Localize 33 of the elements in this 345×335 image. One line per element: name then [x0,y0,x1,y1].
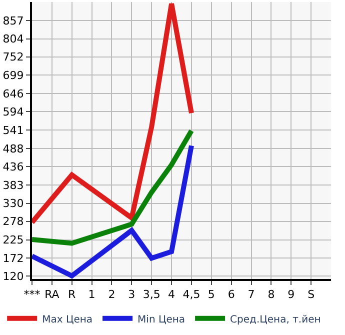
legend-label: Max Цена [42,314,93,326]
y-tick-label: 120 [2,270,24,284]
x-tick-label: *** [24,288,41,302]
x-tick-label: S [308,288,315,302]
x-tick-label: 3,5 [142,288,160,302]
x-tick-label: R [68,288,76,302]
y-tick-label: 804 [2,32,24,46]
x-tick-label: 4,5 [182,288,200,302]
x-tick-label: 5 [208,288,215,302]
legend-label: Min Цена [138,314,186,326]
x-tick-label: 9 [288,288,295,302]
y-tick-label: 383 [2,178,24,192]
x-tick-label: 4 [168,288,176,302]
y-tick-label: 541 [2,124,24,137]
y-tick-label: 646 [2,87,24,100]
y-tick-label: 857 [2,14,24,28]
x-tick-label: RA [44,288,60,302]
y-tick-label: 699 [2,69,24,82]
x-tick-label: 2 [108,288,116,302]
y-tick-label: 594 [2,106,24,119]
y-tick-label: 225 [2,234,24,247]
y-tick-label: 488 [2,142,24,156]
x-tick-label: 1 [88,288,96,302]
y-tick-label: 752 [2,50,24,64]
legend-label: Сред.Цена, т.йен [230,314,321,326]
x-tick-label: 6 [228,288,235,302]
x-tick-label: 8 [268,288,275,302]
y-tick-label: 278 [2,215,24,228]
x-tick-label: 7 [248,288,255,302]
y-tick-label: 330 [2,197,24,210]
y-tick-label: 172 [2,252,24,266]
y-tick-label: 436 [2,160,24,174]
x-tick-label: 3 [128,288,136,302]
